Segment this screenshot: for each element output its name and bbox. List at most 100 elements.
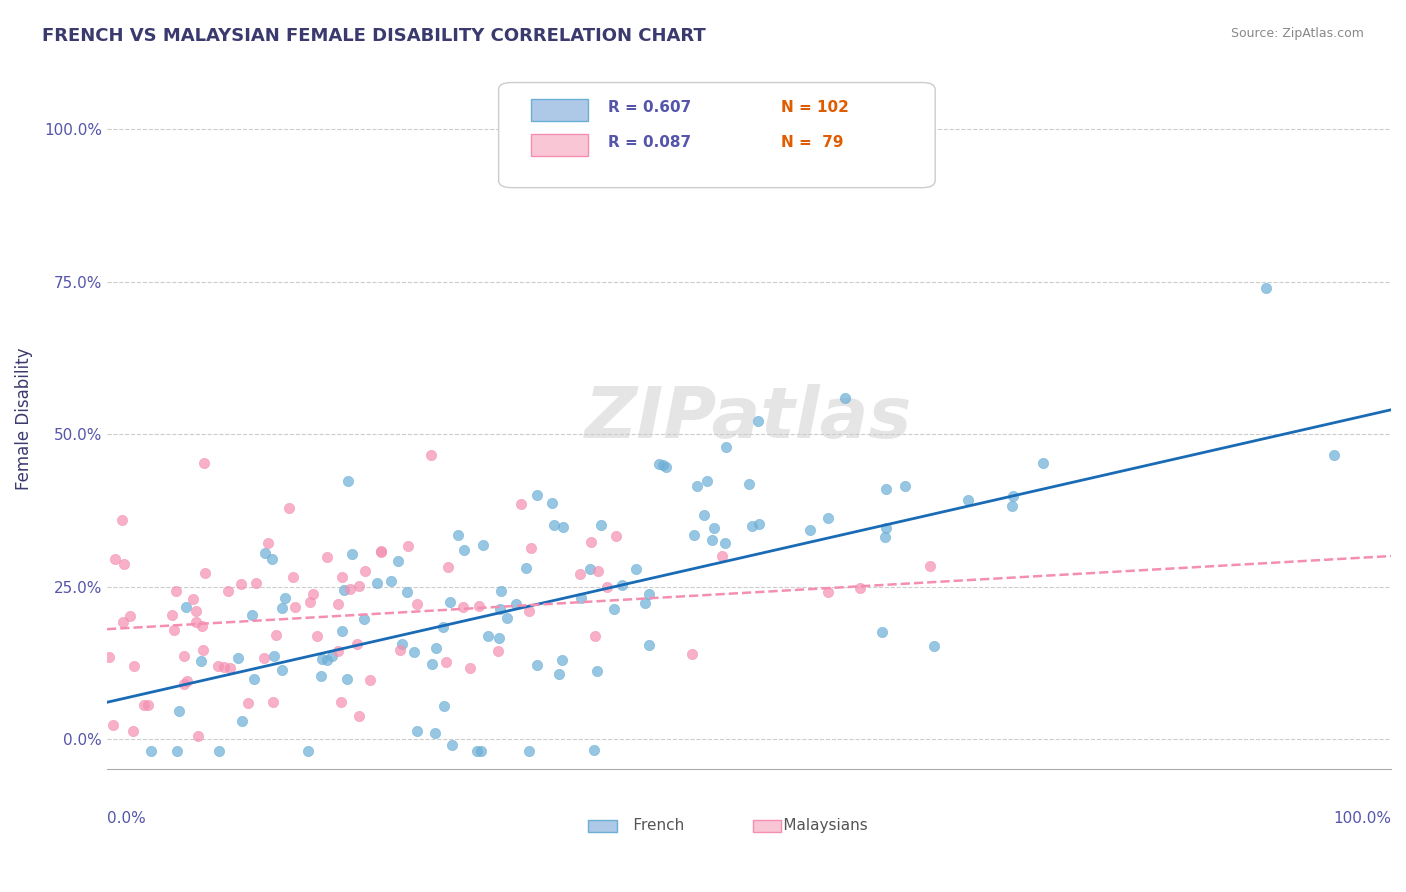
- French: [263, 648, 285, 663]
- French: [489, 584, 512, 599]
- French: [477, 629, 499, 643]
- Malaysians: [711, 549, 734, 564]
- French: [496, 610, 519, 624]
- Text: R = 0.607: R = 0.607: [607, 100, 690, 114]
- French: [519, 744, 541, 758]
- French: [1032, 456, 1054, 470]
- French: [402, 645, 425, 659]
- Malaysians: [173, 649, 195, 664]
- French: [648, 457, 671, 471]
- Malaysians: [160, 607, 183, 622]
- Malaysians: [681, 647, 703, 661]
- Text: 0.0%: 0.0%: [107, 812, 146, 826]
- French: [738, 477, 761, 491]
- French: [582, 743, 605, 757]
- Malaysians: [101, 717, 124, 731]
- French: [1323, 448, 1346, 462]
- French: [875, 483, 897, 497]
- French: [610, 578, 633, 592]
- French: [380, 574, 402, 589]
- French: [638, 638, 661, 652]
- French: [1000, 499, 1022, 513]
- French: [703, 521, 725, 535]
- Malaysians: [122, 724, 145, 739]
- Malaysians: [217, 583, 239, 598]
- Malaysians: [437, 560, 460, 574]
- French: [834, 391, 856, 405]
- French: [470, 744, 492, 758]
- French: [337, 474, 360, 488]
- Malaysians: [194, 566, 217, 580]
- Bar: [530, 99, 589, 121]
- Text: French: French: [609, 818, 683, 833]
- Malaysians: [460, 661, 482, 675]
- French: [488, 631, 510, 645]
- French: [515, 560, 537, 574]
- Malaysians: [326, 597, 349, 611]
- Text: Malaysians: Malaysians: [759, 818, 868, 833]
- Malaysians: [214, 659, 236, 673]
- Malaysians: [848, 582, 870, 596]
- Malaysians: [253, 651, 276, 665]
- French: [311, 651, 333, 665]
- Malaysians: [134, 698, 156, 712]
- Text: FRENCH VS MALAYSIAN FEMALE DISABILITY CORRELATION CHART: FRENCH VS MALAYSIAN FEMALE DISABILITY CO…: [42, 27, 706, 45]
- Malaysians: [420, 448, 443, 462]
- French: [683, 528, 706, 542]
- French: [489, 602, 512, 616]
- French: [579, 562, 602, 576]
- French: [634, 595, 657, 609]
- French: [391, 637, 413, 651]
- Malaysians: [315, 549, 337, 564]
- Malaysians: [326, 644, 349, 658]
- Malaysians: [184, 604, 207, 618]
- Malaysians: [354, 564, 377, 578]
- French: [526, 488, 548, 502]
- Malaysians: [434, 655, 457, 669]
- French: [957, 492, 980, 507]
- French: [432, 620, 454, 634]
- Malaysians: [586, 564, 609, 578]
- French: [548, 666, 571, 681]
- French: [465, 744, 488, 758]
- Malaysians: [359, 673, 381, 687]
- French: [309, 669, 332, 683]
- French: [741, 518, 763, 533]
- Text: N = 102: N = 102: [782, 100, 849, 114]
- Malaysians: [278, 501, 301, 516]
- French: [321, 649, 343, 664]
- Malaysians: [347, 709, 370, 723]
- French: [799, 523, 821, 537]
- Malaysians: [111, 615, 134, 630]
- French: [332, 583, 354, 598]
- French: [553, 520, 575, 534]
- French: [693, 508, 716, 522]
- Malaysians: [163, 623, 186, 637]
- French: [242, 672, 264, 686]
- Text: Source: ZipAtlas.com: Source: ZipAtlas.com: [1230, 27, 1364, 40]
- Malaysians: [298, 595, 321, 609]
- Malaysians: [583, 629, 606, 643]
- French: [638, 587, 661, 601]
- French: [387, 554, 409, 568]
- French: [543, 518, 565, 533]
- Malaysians: [191, 619, 214, 633]
- Text: R = 0.087: R = 0.087: [607, 135, 690, 150]
- French: [406, 723, 429, 738]
- Malaysians: [284, 600, 307, 615]
- Malaysians: [112, 557, 135, 571]
- Malaysians: [451, 600, 474, 615]
- Malaysians: [187, 729, 209, 743]
- Malaysians: [264, 627, 287, 641]
- Malaysians: [165, 584, 187, 599]
- French: [253, 546, 276, 560]
- French: [353, 612, 375, 626]
- French: [624, 562, 647, 576]
- Malaysians: [181, 592, 204, 607]
- French: [420, 657, 443, 671]
- Malaysians: [817, 585, 839, 599]
- French: [271, 664, 294, 678]
- French: [316, 653, 339, 667]
- French: [270, 601, 292, 615]
- French: [340, 547, 363, 561]
